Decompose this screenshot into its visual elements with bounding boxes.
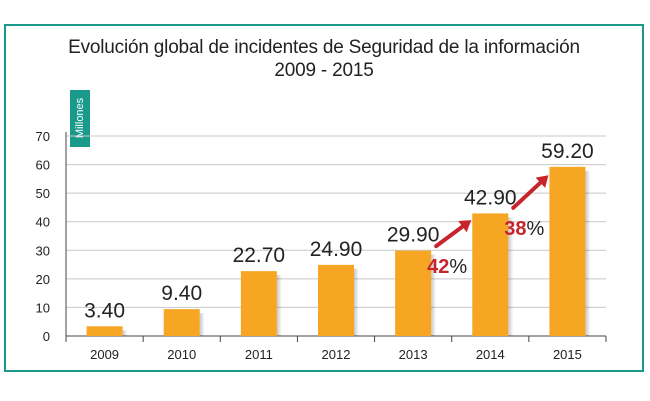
bar-shadow xyxy=(431,254,437,336)
bar-2015 xyxy=(549,166,586,336)
x-tick-label: 2009 xyxy=(90,347,119,362)
growth-arrow-head xyxy=(458,220,472,233)
y-tick-label: 0 xyxy=(43,329,50,344)
data-label: 29.90 xyxy=(387,224,440,247)
y-tick-label: 70 xyxy=(36,129,50,144)
bar-shadow xyxy=(508,217,514,336)
y-tick-label: 20 xyxy=(36,272,50,287)
growth-arrow-shaft xyxy=(511,180,543,210)
x-tick-label: 2013 xyxy=(399,347,428,362)
data-label: 42.90 xyxy=(464,186,517,209)
y-tick-label: 60 xyxy=(36,158,50,173)
growth-unit: % xyxy=(527,218,545,240)
bar-shadow xyxy=(122,330,128,336)
x-tick-label: 2011 xyxy=(245,347,273,362)
bar-shadow xyxy=(276,275,282,336)
bar-shadow xyxy=(199,313,205,336)
growth-label: 42% xyxy=(427,256,467,278)
bar-shadow xyxy=(354,268,359,336)
data-label: 9.40 xyxy=(161,282,202,305)
bar-2014 xyxy=(472,213,509,336)
growth-number: 42 xyxy=(427,256,449,278)
growth-label: 38% xyxy=(504,218,544,240)
bar-2013 xyxy=(395,250,432,336)
data-label: 3.40 xyxy=(84,299,125,322)
bar-2009 xyxy=(86,326,123,336)
y-tick-label: 10 xyxy=(36,300,50,315)
bar-2012 xyxy=(318,264,354,336)
unit-badge xyxy=(70,90,90,147)
growth-number: 38 xyxy=(504,218,526,240)
bar-shadow xyxy=(585,170,591,336)
chart-subtitle: 2009 - 2015 xyxy=(274,60,374,81)
x-tick-label: 2010 xyxy=(167,347,196,362)
y-tick-label: 40 xyxy=(36,215,50,230)
growth-arrow-shaft xyxy=(434,224,465,249)
bar-2011 xyxy=(240,271,277,336)
data-label: 59.20 xyxy=(541,140,594,163)
growth-arrow-head xyxy=(535,175,549,188)
data-label: 22.70 xyxy=(233,244,286,267)
chart-title: Evolución global de incidentes de Seguri… xyxy=(68,37,580,58)
bar-2010 xyxy=(163,309,200,336)
x-tick-label: 2015 xyxy=(553,347,582,362)
growth-unit: % xyxy=(449,256,467,278)
x-tick-label: 2012 xyxy=(322,347,351,362)
y-tick-label: 30 xyxy=(36,243,50,258)
data-label: 24.90 xyxy=(310,238,363,261)
y-tick-label: 50 xyxy=(36,186,50,201)
x-tick-label: 2014 xyxy=(476,347,505,362)
